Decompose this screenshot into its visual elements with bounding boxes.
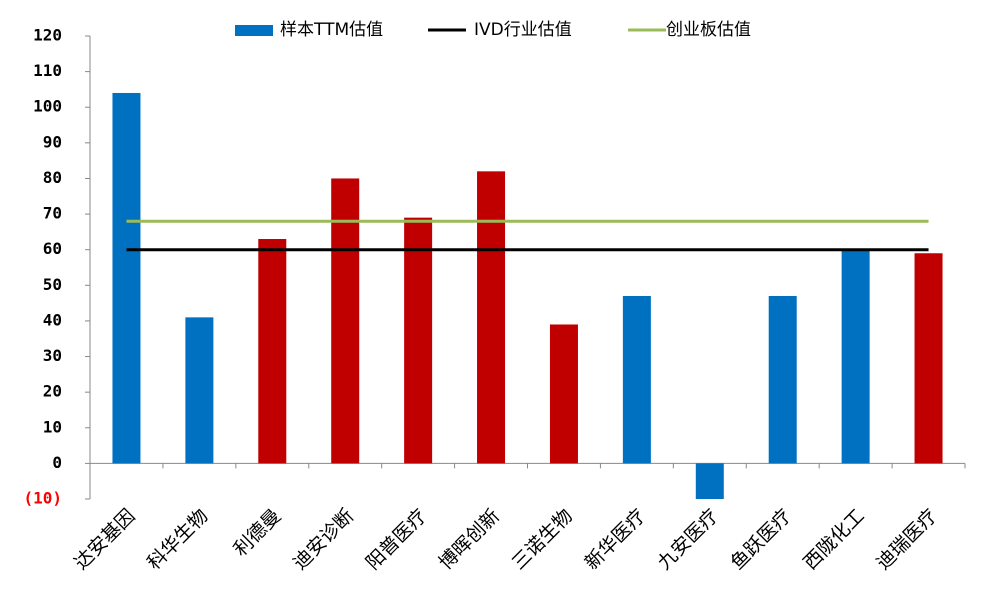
x-tick-label: 九安医疗: [654, 505, 723, 574]
bar: [331, 178, 360, 464]
bar: [841, 249, 870, 464]
bar: [768, 295, 797, 464]
bar: [477, 171, 506, 464]
y-tick-label: 60: [43, 239, 62, 258]
legend-label: 创业板估值: [666, 20, 751, 40]
x-tick-label: 科华生物: [143, 505, 212, 574]
y-tick-label: 30: [43, 346, 62, 365]
y-tick-label: 120: [33, 26, 62, 45]
y-tick-label: 100: [33, 97, 62, 116]
y-tick-label: 50: [43, 275, 62, 294]
y-tick-label: 40: [43, 310, 62, 329]
bar: [622, 295, 651, 464]
bar: [549, 324, 578, 464]
y-tick-label: (10): [23, 489, 62, 508]
y-tick-label: 80: [43, 168, 62, 187]
x-tick-label: 迪安诊断: [289, 505, 358, 574]
bar: [185, 317, 214, 464]
x-tick-label: 阳普医疗: [362, 505, 431, 574]
y-tick-label: 90: [43, 132, 62, 151]
legend-label: 样本TTM估值: [280, 20, 383, 40]
x-tick-label: 博晖创新: [435, 505, 504, 574]
legend-label: IVD行业估值: [474, 20, 572, 40]
y-tick-label: 20: [43, 382, 62, 401]
x-tick-label: 达安基因: [70, 505, 139, 574]
x-tick-label: 三诺生物: [508, 505, 577, 574]
bar: [695, 463, 724, 499]
y-tick-label: 0: [52, 453, 62, 472]
bar: [258, 239, 287, 464]
x-tick-label: 利德曼: [229, 505, 285, 561]
x-tick-label: 新华医疗: [581, 505, 650, 574]
x-tick-label: 西陇化工: [799, 505, 868, 574]
x-tick-label: 鱼跃医疗: [726, 505, 795, 574]
y-tick-label: 70: [43, 204, 62, 223]
bar: [112, 92, 141, 464]
bar: [404, 217, 433, 464]
bar: [914, 253, 943, 464]
y-tick-label: 10: [43, 417, 62, 436]
legend-swatch: [235, 25, 273, 36]
x-tick-label: 迪瑞医疗: [872, 505, 941, 574]
y-tick-label: 110: [33, 61, 62, 80]
